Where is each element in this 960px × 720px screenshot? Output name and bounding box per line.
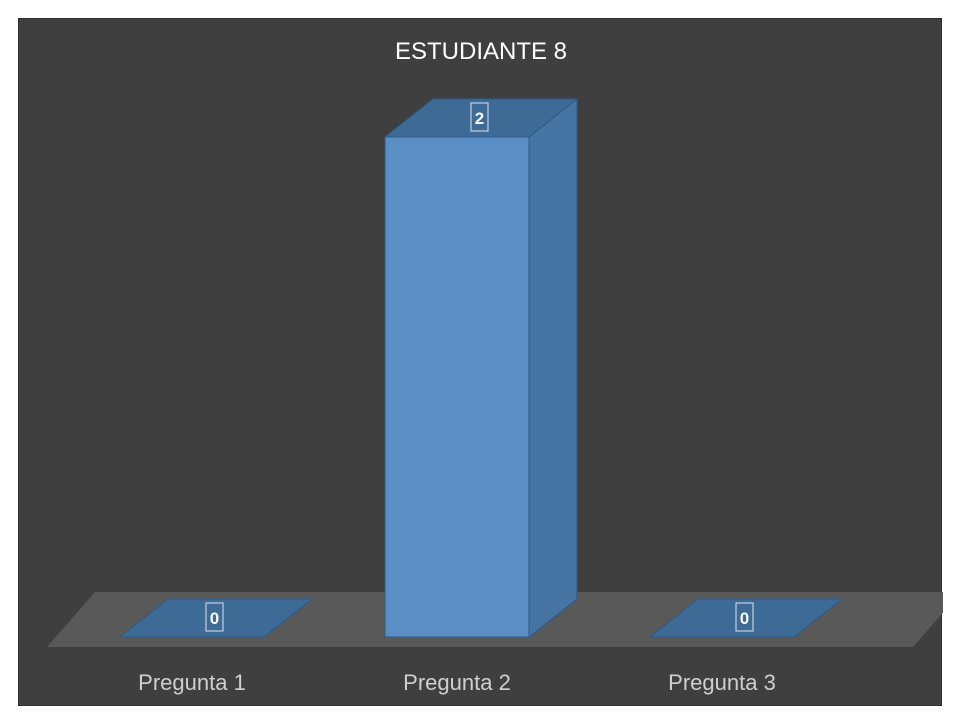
data-label-1: 0: [205, 602, 224, 632]
data-label-value-3: 0: [740, 609, 749, 628]
bar-chart: ESTUDIANTE 8 020 Pregunta 1 Pregunta 2 Pre…: [47, 38, 943, 695]
chart-title: ESTUDIANTE 8: [395, 38, 567, 65]
data-label-box-3: [735, 602, 754, 632]
bar-front-2: [384, 136, 530, 638]
bar-2: 2: [383, 97, 579, 639]
data-label-3: 0: [735, 602, 754, 632]
bar-3: 0: [648, 598, 844, 638]
data-label-value-1: 0: [210, 609, 219, 628]
category-label-2: Pregunta 2: [403, 670, 511, 695]
data-label-2: 2: [470, 102, 489, 132]
data-label-box-2: [470, 102, 489, 132]
category-label-3: Pregunta 3: [668, 670, 776, 695]
bar-1: 0: [118, 598, 314, 638]
bar-side-2: [528, 97, 578, 639]
category-labels: Pregunta 1 Pregunta 2 Pregunta 3: [138, 670, 776, 695]
data-label-box-1: [205, 602, 224, 632]
data-label-value-2: 2: [475, 109, 484, 128]
bars-layer: 0 2 0: [118, 97, 844, 639]
category-label-1: Pregunta 1: [138, 670, 246, 695]
